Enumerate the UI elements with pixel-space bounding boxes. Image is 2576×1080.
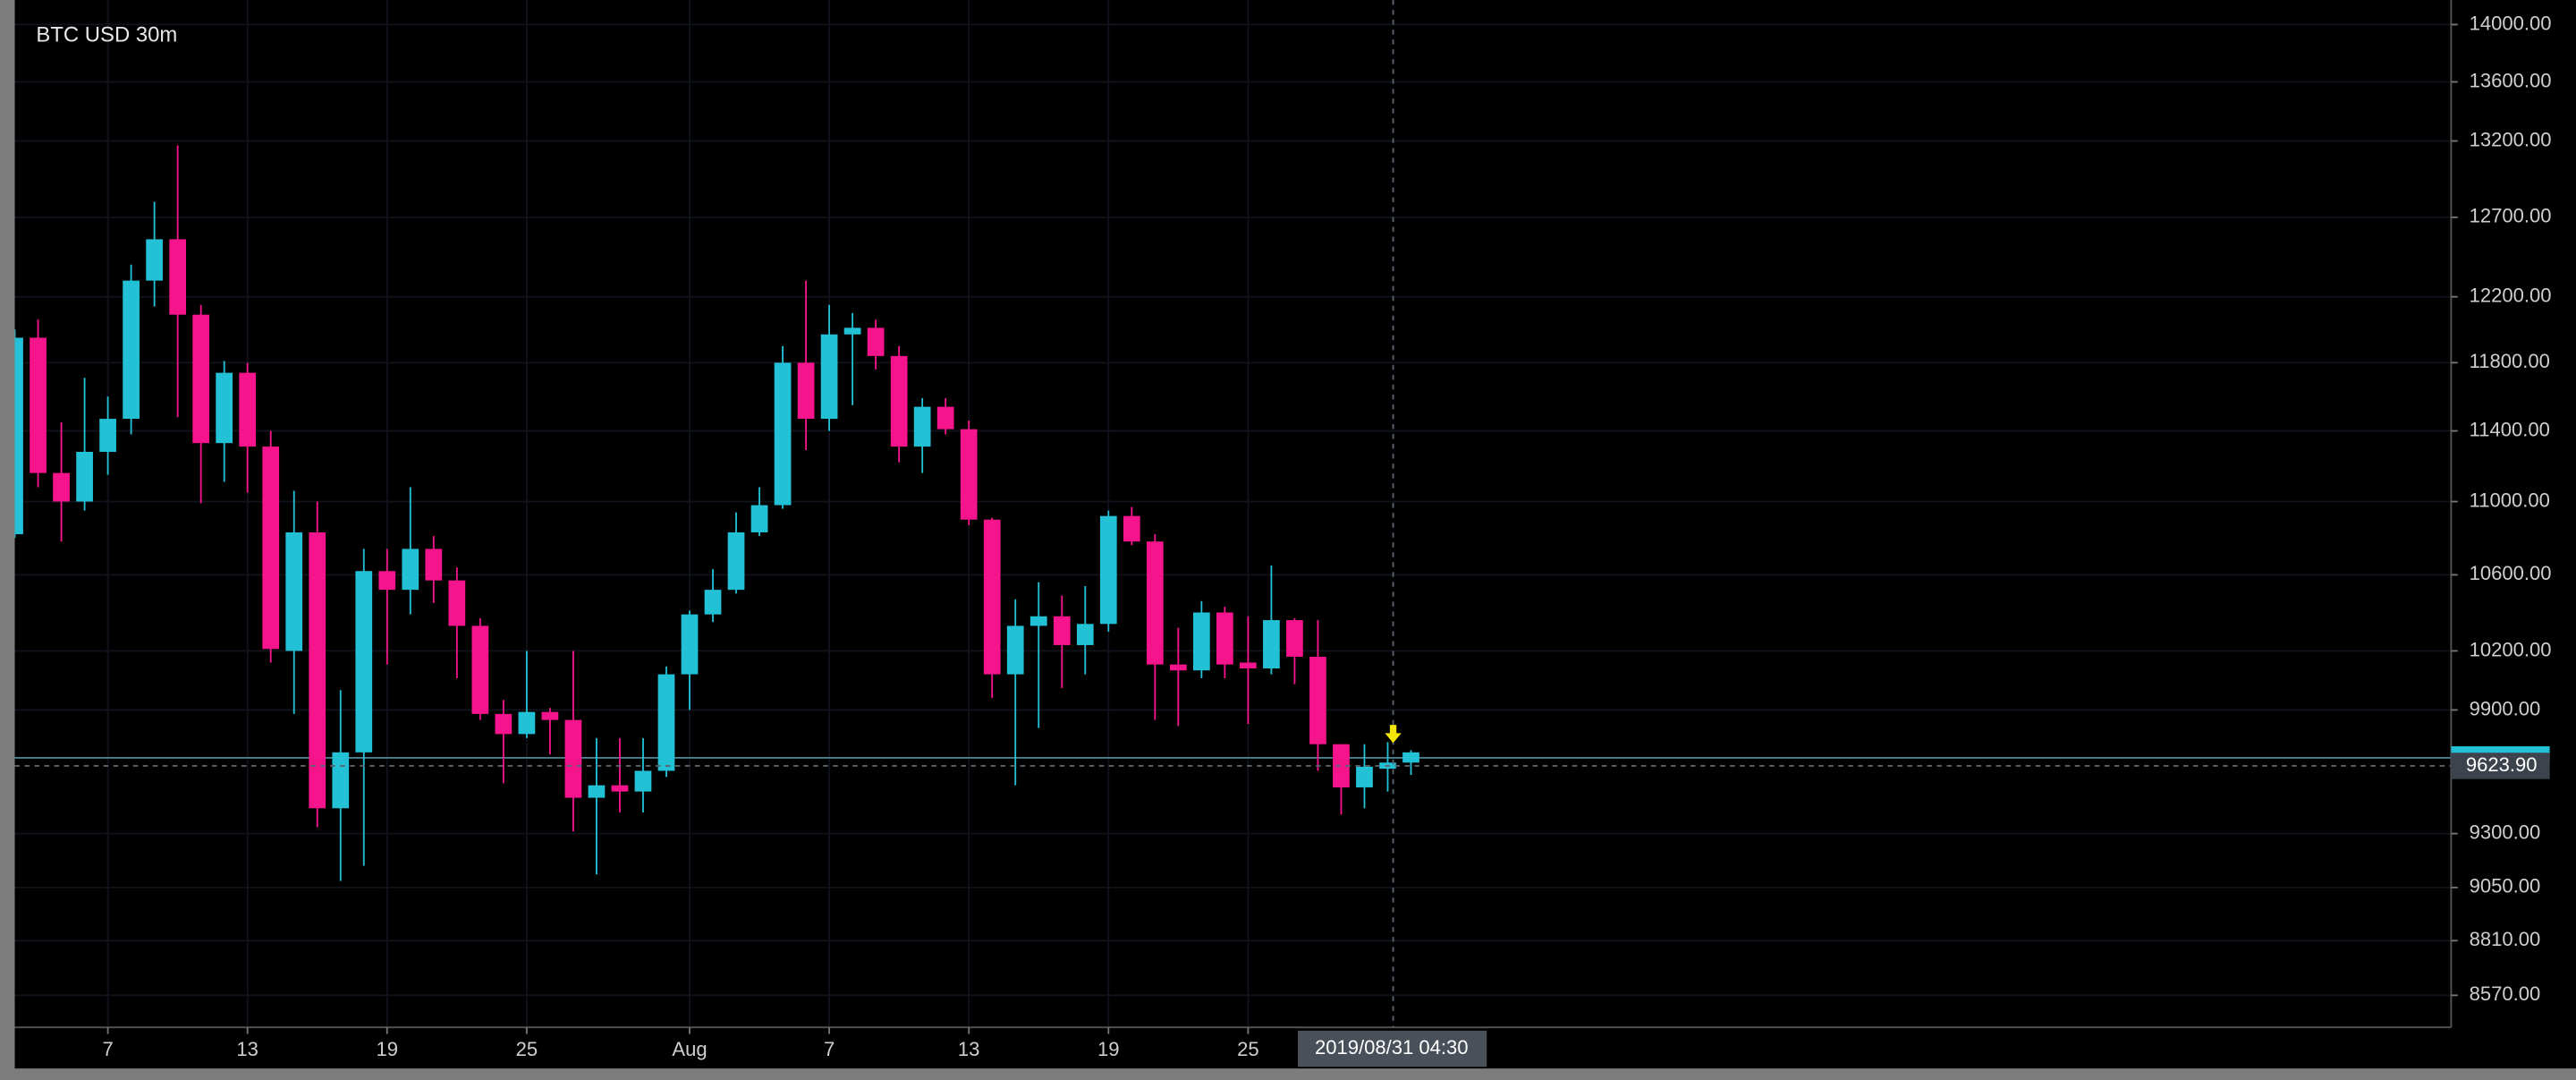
candle-body [262,446,280,650]
candle-body [448,580,466,626]
background [14,0,2576,1069]
candle-body [216,372,233,444]
candle-body [192,314,210,444]
candle-body [239,372,257,447]
y-tick-label: 10200.00 [2470,638,2552,660]
candle-body [634,770,652,792]
candle-body [1030,616,1047,626]
candle-body [750,505,768,532]
candle-body [960,429,978,520]
candle-body [425,549,443,581]
candle-body [797,362,815,420]
y-tick-label: 12200.00 [2470,284,2552,306]
candle-body [332,752,350,809]
candle-body [820,334,838,420]
chart-title: BTC USD 30m [36,23,177,47]
y-tick-label: 13600.00 [2470,69,2552,91]
candle-body [1356,766,1373,787]
candle-body [983,519,1001,675]
candle-body [402,549,419,591]
candle-body [541,711,559,720]
candle-body [727,531,745,591]
y-tick-label: 11800.00 [2470,350,2550,372]
candle-body [471,625,489,714]
candle-body [1402,752,1419,763]
y-tick-label: 12700.00 [2470,205,2552,227]
candle-body [378,571,396,591]
candle-body [1099,515,1117,625]
y-tick-label: 11400.00 [2470,418,2550,440]
candle-body [355,571,373,753]
candle-body [843,327,861,335]
x-tick-label: 25 [1237,1038,1259,1060]
candle-body [936,406,954,429]
candle-body [146,239,163,281]
y-tick-label: 11000.00 [2470,489,2550,511]
candle-body [657,674,675,771]
candle-body [611,785,629,792]
x-tick-label: 13 [236,1038,258,1060]
candle-body [99,419,116,452]
candle-body [1286,620,1303,657]
x-tick-label: 13 [958,1038,980,1060]
x-tick-label: 7 [102,1038,113,1060]
x-tick-label: 7 [824,1038,835,1060]
candle-body [495,713,513,735]
candle-body [867,327,885,356]
crosshair-price-box [2451,753,2550,779]
crosshair-time-box [1298,1030,1487,1067]
x-tick-label: 19 [1097,1038,1120,1060]
candle-body [1076,624,1094,645]
candle-body [1053,616,1071,645]
candle-body [53,472,70,502]
candle-body [1333,744,1350,787]
candle-body [123,280,140,420]
x-tick-label: 25 [516,1038,538,1060]
y-tick-label: 8810.00 [2470,928,2541,950]
candle-body [1169,664,1187,671]
candle-body [1146,541,1164,665]
candle-body [681,614,699,675]
candle-body [169,239,187,315]
candle-body [890,355,908,447]
candle-body [1192,612,1210,671]
y-tick-label: 8570.00 [2470,982,2541,1005]
marker-arrow [1385,725,1402,744]
y-tick-label: 9900.00 [2470,697,2541,719]
axes: 14000.00 13600.00 13200.00 12700.00 12200.00… [102,12,2551,1059]
candle-body [14,337,23,535]
x-tick-label: 19 [377,1038,399,1060]
y-tick-label: 10600.00 [2470,562,2552,584]
candle-body [518,711,536,735]
crosshair-time-label: 2019/08/31 04:30 [1315,1036,1469,1059]
candle-body [30,337,47,473]
y-tick-label: 13200.00 [2470,128,2552,150]
candle-body [1123,515,1140,542]
candle-body [1263,620,1280,669]
candle-body [1309,656,1326,744]
candle-body [1006,625,1024,675]
candle-body [588,785,606,798]
y-tick-label: 14000.00 [2470,12,2552,34]
candle-body [1240,662,1257,669]
candle-body [285,531,303,651]
y-tick-label: 9300.00 [2470,821,2541,843]
candle-body [309,531,326,809]
candle-body [913,406,931,447]
x-tick-label: Aug [672,1038,707,1060]
crosshair-price-label: 9623.90 [2466,753,2538,776]
candle-body [76,451,93,502]
candle-body [564,719,582,798]
candle-body [704,590,722,615]
y-tick-label: 9050.00 [2470,875,2541,897]
candle-body [774,362,792,506]
candles [14,145,1419,881]
candle-body [1216,612,1233,665]
